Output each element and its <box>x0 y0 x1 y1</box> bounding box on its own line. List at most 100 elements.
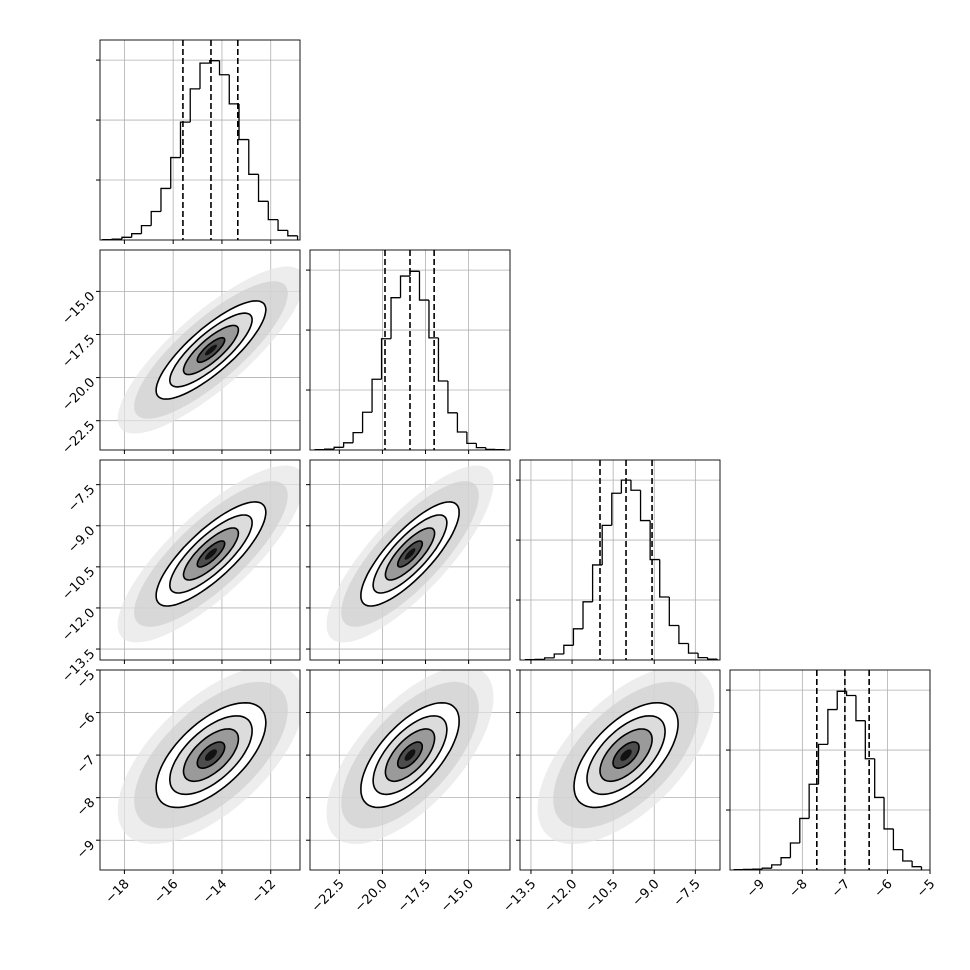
hist-bin <box>620 479 631 494</box>
hist-bin <box>267 201 279 221</box>
panel <box>730 670 930 870</box>
hist-bin <box>209 60 220 64</box>
hist-bin <box>131 233 142 238</box>
panel-frame <box>309 669 511 871</box>
density-core <box>204 548 217 560</box>
density-core <box>404 749 416 761</box>
hist-bin <box>170 156 181 189</box>
y-tick-label: −12.0 <box>60 606 99 645</box>
y-tick-label: −9 <box>74 838 98 862</box>
hist-bin <box>111 238 122 240</box>
hist-bin <box>277 219 288 232</box>
panel <box>100 250 300 450</box>
hist-bin <box>789 842 800 858</box>
hist-bin <box>659 559 670 598</box>
y-tick-label: −17.5 <box>60 332 99 371</box>
hist-bin <box>456 412 467 433</box>
x-tick-label: −16 <box>151 877 181 907</box>
hist-bin <box>324 448 335 450</box>
panel <box>310 670 510 870</box>
x-tick-label: −12 <box>249 877 279 907</box>
y-tick-label: −6 <box>74 710 98 734</box>
hist-bin <box>892 828 903 851</box>
y-tick-label: −22.5 <box>60 418 99 457</box>
hist-bin <box>902 849 913 862</box>
hist-bin <box>485 447 496 450</box>
density-core <box>204 749 217 761</box>
hist-bin <box>390 297 401 339</box>
panel-frame <box>99 669 301 871</box>
hist-bin <box>601 524 612 565</box>
hist-bin <box>761 867 772 870</box>
y-tick-label: −10.5 <box>60 565 99 604</box>
hist-bin <box>380 338 392 380</box>
hist-bin <box>150 210 161 226</box>
hist-bin <box>399 275 410 298</box>
hist-bin <box>827 708 838 745</box>
y-tick-label: −7 <box>74 753 98 777</box>
hist-bin <box>780 857 791 865</box>
hist-bin <box>371 378 382 413</box>
panel-frame <box>99 249 301 451</box>
panel-frame <box>309 459 511 661</box>
x-tick-label: −7.5 <box>671 877 704 910</box>
hist-bin <box>160 187 171 212</box>
hist-bin <box>707 657 718 660</box>
hist-bin <box>466 432 477 445</box>
x-tick-label: −12.0 <box>542 877 581 916</box>
hist-bin <box>287 230 298 237</box>
y-tick-label: −8 <box>74 795 98 819</box>
hist-bin <box>630 480 641 491</box>
panel-frame <box>729 669 931 871</box>
x-tick-label: −7 <box>829 877 853 901</box>
hist-bin <box>553 653 564 658</box>
hist-bin <box>864 720 875 760</box>
hist-bin <box>883 797 894 830</box>
panel-frame <box>99 459 301 661</box>
panel <box>100 670 300 870</box>
hist-bin <box>199 62 210 89</box>
x-tick-label: −5 <box>914 877 938 901</box>
x-tick-label: −13.5 <box>500 877 539 916</box>
hist-bin <box>591 564 603 602</box>
hist-bin <box>563 644 574 655</box>
x-tick-label: −8 <box>786 877 810 901</box>
hist-bin <box>874 758 885 799</box>
hist-bin <box>248 139 259 175</box>
density-core <box>204 344 217 356</box>
panel <box>310 460 510 660</box>
hist-bin <box>228 74 240 105</box>
hist-bin <box>544 657 555 660</box>
hist-bin <box>418 271 429 301</box>
hist-bin <box>257 174 269 202</box>
hist-bin <box>189 88 200 123</box>
hist-bin <box>352 431 363 443</box>
hist-bin <box>475 443 486 449</box>
hist-bin <box>845 691 856 697</box>
x-tick-label: −9 <box>744 877 768 901</box>
panel <box>310 250 510 450</box>
hist-bin <box>342 442 354 448</box>
hist-bin <box>409 270 420 277</box>
panel <box>520 460 720 660</box>
x-tick-label: −18 <box>103 877 133 907</box>
density-core <box>404 548 416 560</box>
x-tick-label: −22.5 <box>309 877 348 916</box>
panel-frame <box>519 459 721 661</box>
hist-bin <box>855 695 866 722</box>
density-core <box>620 749 632 761</box>
hist-bin <box>668 597 679 627</box>
hist-bin <box>582 601 593 629</box>
hist-bin <box>639 490 651 522</box>
hist-bin <box>911 861 922 868</box>
panel-frame <box>99 39 301 241</box>
y-tick-label: −7.5 <box>65 482 98 515</box>
hist-bin <box>121 236 132 240</box>
hist-bin <box>799 817 810 844</box>
x-tick-label: −6 <box>872 877 896 901</box>
hist-bin <box>687 643 699 654</box>
hist-bin <box>771 864 782 869</box>
panel-frame <box>519 669 721 871</box>
hist-bin <box>817 743 828 785</box>
